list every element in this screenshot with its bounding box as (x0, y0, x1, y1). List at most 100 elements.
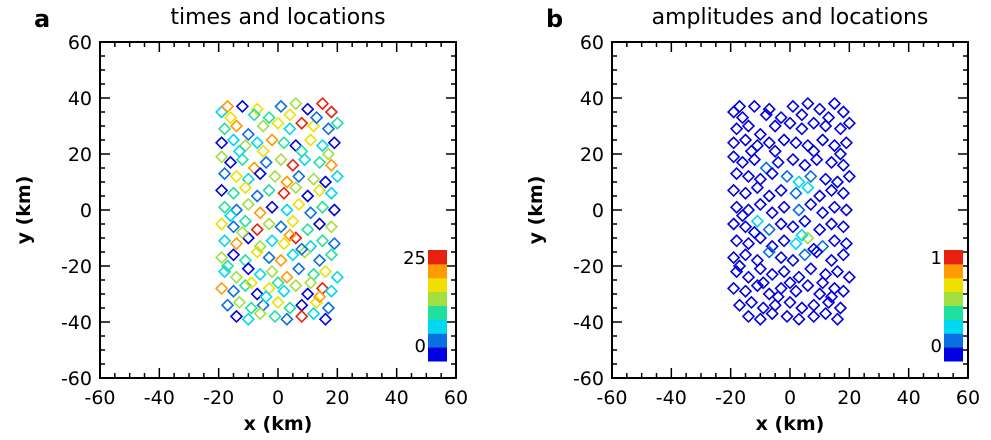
data-point (229, 270, 244, 284)
data-point (215, 250, 229, 265)
data-point (836, 186, 851, 200)
data-point (280, 270, 294, 284)
x-tick-label: 0 (784, 387, 796, 409)
panel-letter: a (34, 5, 50, 33)
colorbar-max-label: 1 (931, 248, 942, 269)
data-point (321, 301, 336, 315)
data-point (753, 197, 767, 212)
data-point (727, 250, 741, 265)
data-point (762, 287, 776, 301)
data-point (777, 200, 791, 214)
data-point (842, 116, 856, 130)
data-point (780, 309, 794, 324)
data-point (747, 152, 762, 167)
data-point (836, 105, 851, 119)
data-point (833, 122, 848, 136)
data-point (729, 234, 744, 248)
data-point (732, 298, 747, 312)
data-point (271, 116, 285, 130)
data-point (292, 262, 306, 276)
colorbar-segment (944, 263, 963, 279)
data-point (735, 208, 750, 223)
data-point (842, 270, 856, 284)
data-point (327, 203, 341, 217)
data-point (256, 119, 270, 133)
data-point (309, 110, 324, 125)
data-point (824, 155, 839, 170)
panel-a: a times and locations -60 -40 -20 0 20 40 60 -60 -… (13, 5, 468, 435)
data-point (321, 122, 336, 136)
data-point (741, 169, 756, 184)
colorbar-segment (944, 333, 963, 348)
data-point (774, 183, 788, 198)
data-point (827, 200, 842, 214)
data-point (727, 136, 741, 150)
data-point (295, 116, 309, 130)
data-point (330, 169, 344, 184)
data-point (839, 236, 853, 251)
data-point (795, 108, 809, 122)
data-point (235, 225, 250, 240)
data-point (301, 189, 315, 203)
y-tick-label: 0 (592, 200, 604, 222)
data-point (286, 248, 300, 262)
data-point (804, 169, 818, 184)
data-point (801, 180, 815, 195)
x-axis-label: x (km) (756, 413, 825, 435)
data-point (226, 133, 241, 147)
data-point (315, 138, 330, 153)
data-point (827, 96, 842, 111)
data-point (732, 99, 747, 114)
data-point (801, 138, 815, 153)
y-axis-label: y (km) (13, 176, 35, 245)
data-point (792, 175, 806, 189)
data-point (268, 169, 282, 184)
data-point (312, 253, 327, 268)
data-point (741, 203, 756, 217)
data-point (830, 175, 845, 189)
data-point (277, 284, 291, 298)
data-point (315, 96, 330, 111)
data-point (792, 203, 806, 217)
data-point (762, 136, 776, 150)
x-tick-label: 40 (897, 387, 921, 409)
data-point (271, 276, 285, 290)
data-point (842, 169, 856, 184)
data-point (283, 301, 297, 315)
data-point (741, 119, 756, 133)
data-point (215, 217, 229, 231)
data-point (765, 306, 779, 321)
colorbar-segment (428, 291, 447, 306)
data-point (824, 183, 839, 198)
data-point (318, 312, 333, 326)
data-point (277, 136, 291, 150)
colorbar-segment (428, 263, 447, 279)
data-point (312, 183, 327, 198)
y-tick-label: 40 (68, 88, 92, 110)
y-tick-label: -20 (61, 256, 92, 278)
data-point (229, 203, 244, 217)
data-point (729, 122, 744, 136)
colorbar-segment (428, 250, 447, 265)
y-axis-label: y (km) (525, 176, 547, 245)
data-point (327, 136, 341, 150)
data-point (215, 105, 229, 119)
data-point (229, 169, 244, 184)
data-point (750, 138, 764, 153)
data-point (762, 189, 776, 203)
data-point (250, 136, 264, 150)
data-point (774, 250, 788, 265)
data-point (744, 144, 759, 158)
data-point (768, 144, 782, 158)
colorbar-segment (944, 347, 963, 362)
data-point (765, 239, 779, 254)
data-point (295, 242, 309, 256)
y-tick-label: 40 (580, 88, 604, 110)
data-point (327, 236, 341, 251)
x-tick-label: 20 (837, 387, 861, 409)
data-point (732, 259, 747, 273)
data-point (223, 208, 238, 223)
data-point (250, 222, 264, 237)
data-point (253, 206, 267, 220)
data-point (265, 200, 279, 214)
